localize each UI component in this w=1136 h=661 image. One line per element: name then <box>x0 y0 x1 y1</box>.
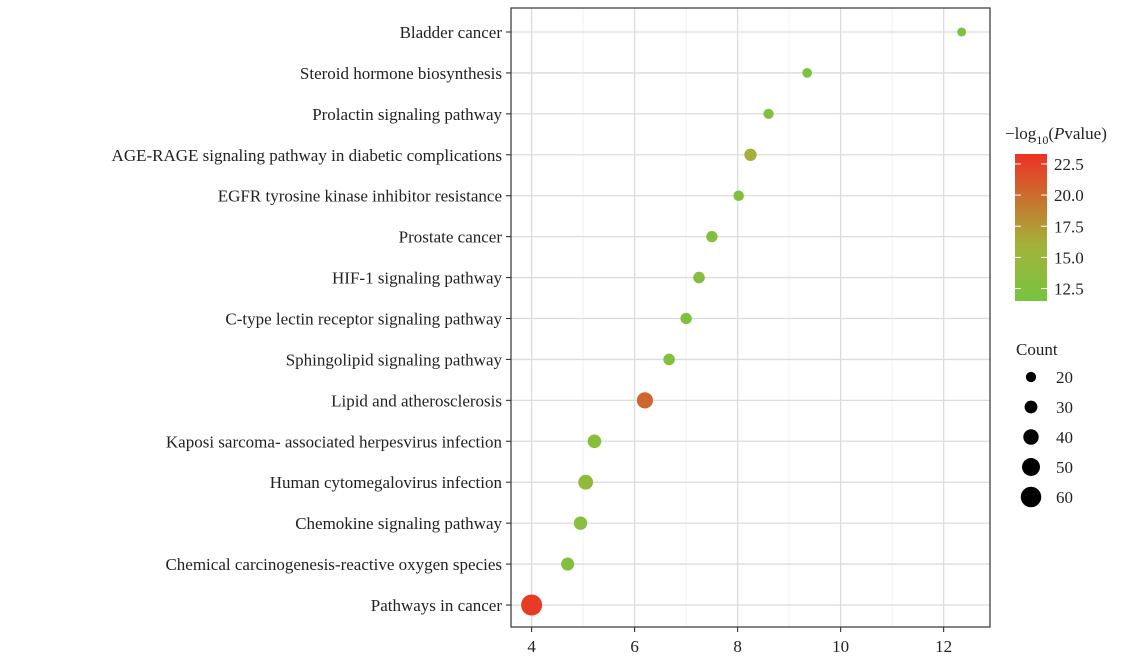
y-tick-label: Pathways in cancer <box>371 596 503 615</box>
y-tick-label: Sphingolipid signaling pathway <box>286 350 503 369</box>
y-axis: Bladder cancer Steroid hormone biosynthes… <box>112 23 511 615</box>
size-legend-label: 40 <box>1056 428 1073 447</box>
data-point <box>763 108 774 119</box>
data-point <box>573 516 588 530</box>
data-point <box>587 434 602 449</box>
y-tick-label: EGFR tyrosine kinase inhibitor resistanc… <box>218 187 502 206</box>
size-legend-dot <box>1020 486 1042 508</box>
y-tick-label: C-type lectin receptor signaling pathway <box>225 310 502 329</box>
size-legend-dot <box>1024 400 1038 414</box>
color-legend-title: −log10(Pvalue) <box>1005 124 1107 147</box>
data-points <box>521 27 967 616</box>
size-legend-dot <box>1025 371 1037 383</box>
y-tick-label: Lipid and atherosclerosis <box>331 391 502 410</box>
plot-background <box>511 8 990 627</box>
y-tick-label: Steroid hormone biosynthesis <box>300 64 502 83</box>
y-tick-label: HIF-1 signaling pathway <box>332 269 502 288</box>
y-tick-label: Chemokine signaling pathway <box>295 514 502 533</box>
color-legend: −log10(Pvalue) 22.5 20.0 17.5 15.0 12.5 <box>1005 124 1107 301</box>
x-tick-label: 10 <box>832 637 849 656</box>
data-point <box>957 27 967 37</box>
size-legend-dot <box>1022 458 1040 476</box>
color-legend-label: 15.0 <box>1054 248 1084 267</box>
color-legend-label: 22.5 <box>1054 155 1084 174</box>
y-tick-label: Chemical carcinogenesis-reactive oxygen … <box>165 555 502 574</box>
size-legend-label: 60 <box>1056 488 1073 507</box>
size-legend-items: 20 30 40 50 60 <box>1020 368 1073 508</box>
size-legend-label: 30 <box>1056 398 1073 417</box>
size-legend: Count 20 30 40 50 60 <box>1016 340 1073 508</box>
y-tick-label: AGE-RAGE signaling pathway in diabetic c… <box>112 146 502 165</box>
y-tick-label: Prostate cancer <box>399 228 503 247</box>
x-axis: 4 6 8 10 12 <box>527 627 952 656</box>
data-point <box>744 148 757 161</box>
data-point <box>521 594 543 616</box>
data-point <box>802 68 813 78</box>
grid-lines <box>511 8 990 627</box>
plot-panel <box>510 7 991 628</box>
color-legend-ticks: 22.5 20.0 17.5 15.0 12.5 <box>1015 155 1084 299</box>
size-legend-label: 50 <box>1056 458 1073 477</box>
data-point <box>636 392 653 409</box>
data-point <box>578 474 594 490</box>
size-legend-label: 20 <box>1056 368 1073 387</box>
y-tick-label: Prolactin signaling pathway <box>312 105 502 124</box>
data-point <box>706 230 718 243</box>
data-point <box>561 557 575 571</box>
y-tick-label: Human cytomegalovirus infection <box>270 473 503 492</box>
color-legend-label: 12.5 <box>1054 280 1084 299</box>
size-legend-dot <box>1023 429 1039 445</box>
x-tick-label: 8 <box>733 637 742 656</box>
x-tick-label: 4 <box>527 637 536 656</box>
color-legend-label: 17.5 <box>1054 217 1084 236</box>
data-point <box>733 190 744 201</box>
x-tick-label: 6 <box>630 637 639 656</box>
x-tick-label: 12 <box>935 637 952 656</box>
y-tick-label: Bladder cancer <box>400 23 503 42</box>
color-legend-bar <box>1015 154 1047 301</box>
data-point <box>693 271 705 284</box>
data-point <box>680 312 692 325</box>
y-tick-label: Kaposi sarcoma- associated herpesvirus i… <box>166 432 503 451</box>
plot-border <box>510 7 991 628</box>
size-legend-title: Count <box>1016 340 1058 359</box>
color-legend-label: 20.0 <box>1054 186 1084 205</box>
data-point <box>663 353 675 366</box>
